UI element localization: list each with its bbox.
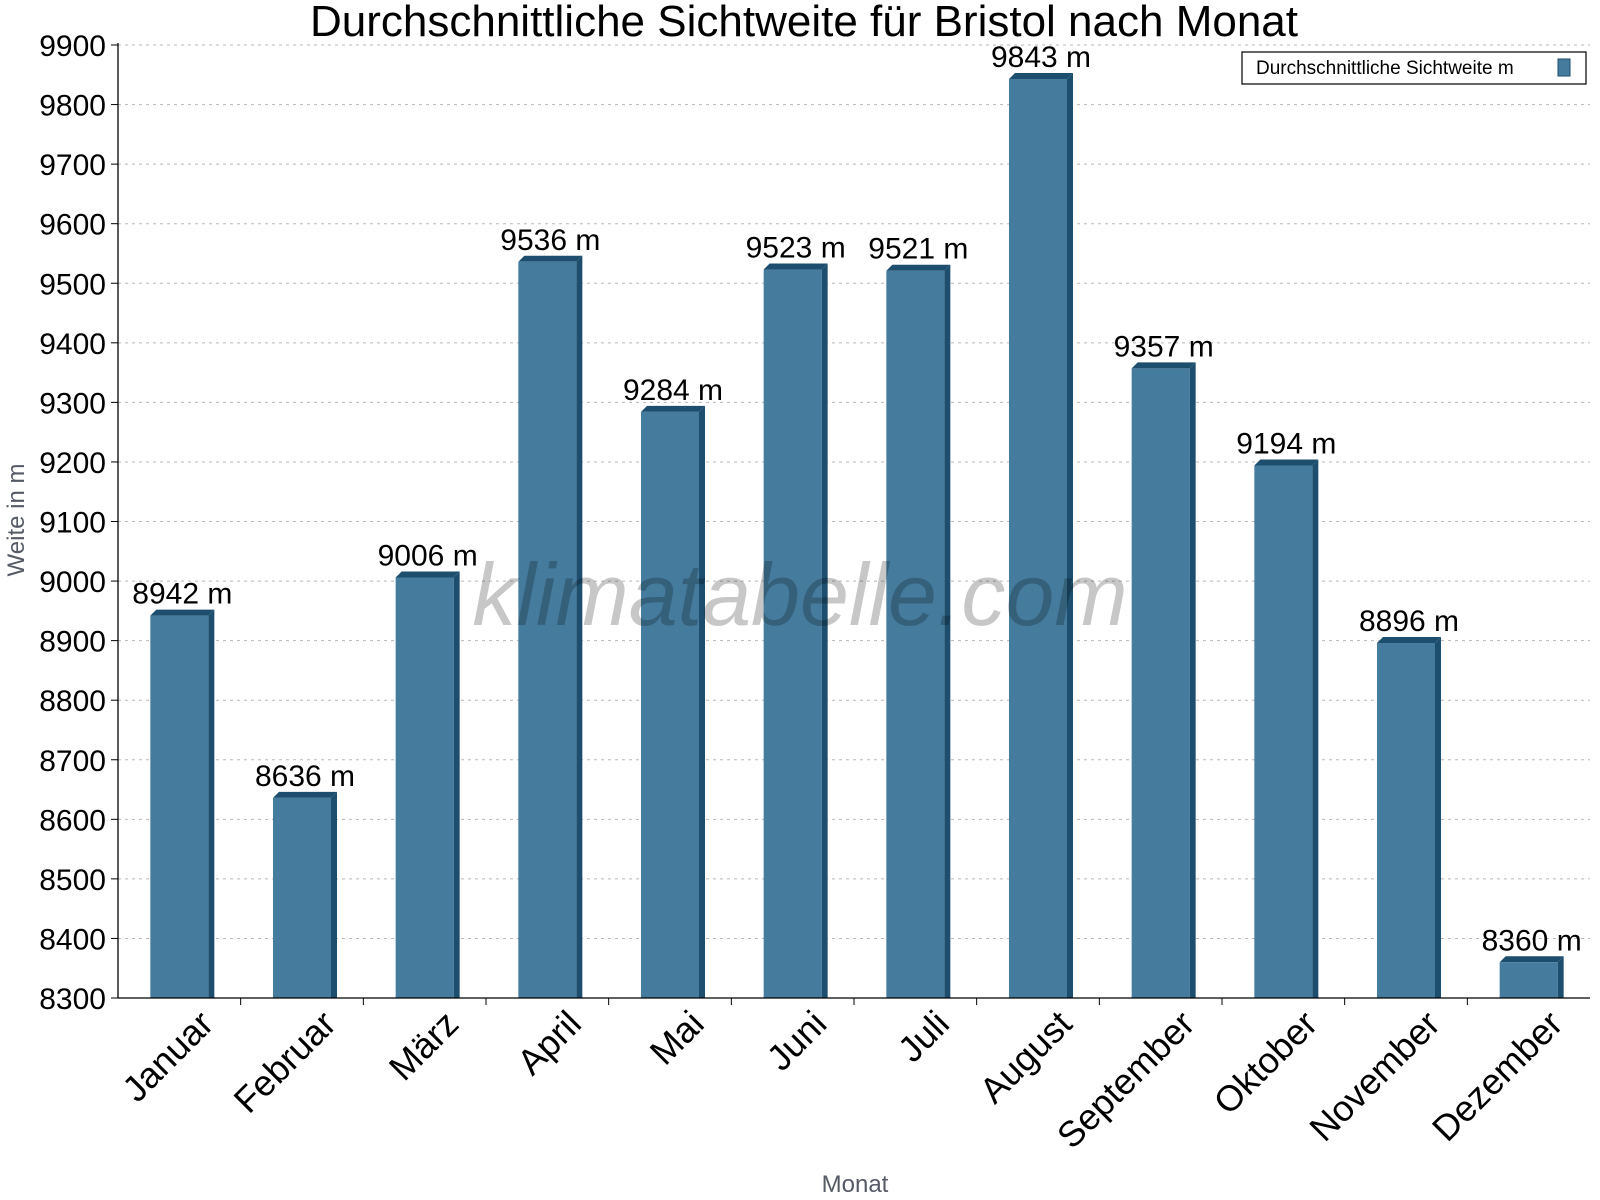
bar [395, 571, 460, 998]
bar-top [1377, 637, 1441, 644]
bar-side [1189, 362, 1196, 998]
bar-front [1377, 643, 1435, 998]
bar [1499, 956, 1564, 998]
y-tick-label: 9400 [39, 328, 106, 361]
data-label: 9536 m [500, 224, 600, 257]
bar-side [1312, 459, 1319, 999]
bar-front [886, 270, 945, 998]
data-label: 9523 m [746, 232, 846, 265]
bar [886, 264, 951, 998]
axes [111, 43, 1590, 1005]
data-label: 9521 m [868, 233, 968, 266]
bar-side [576, 255, 583, 998]
y-tick-label: 9500 [39, 268, 106, 301]
y-tick-label: 9700 [39, 149, 106, 182]
data-label: 8636 m [255, 760, 355, 793]
bar-front [395, 577, 454, 998]
bar-side [821, 263, 828, 998]
bar [1254, 459, 1319, 999]
x-axis-label: Monat [822, 1171, 889, 1198]
bar-front [1254, 465, 1313, 999]
bars [150, 72, 1564, 999]
data-label: 9843 m [991, 41, 1091, 74]
bar-front [763, 269, 822, 998]
bar-side [1435, 637, 1441, 998]
y-tick-label: 8900 [39, 626, 106, 659]
bar-side [944, 264, 951, 998]
y-tick-label: 8400 [39, 923, 106, 956]
y-tick-labels: 8300 8400 8500 8600 8700 8800 8900 9000 9100 9200… [39, 30, 106, 1016]
bar-side [1557, 956, 1564, 998]
bar-side [208, 609, 215, 998]
bar [1377, 637, 1441, 998]
bar [150, 609, 215, 998]
bar-front [273, 797, 331, 998]
data-label: 9357 m [1114, 330, 1214, 363]
bar [763, 263, 828, 998]
y-tick-label: 9800 [39, 90, 106, 123]
bar-top [763, 263, 828, 270]
bar-side [453, 571, 460, 998]
y-tick-label: 8600 [39, 804, 106, 837]
bar-side [1067, 72, 1073, 998]
bar-top [395, 571, 460, 578]
data-label: 8896 m [1359, 605, 1459, 638]
bar-top [1254, 459, 1319, 466]
bar [641, 405, 705, 998]
bar-front [641, 411, 699, 998]
y-tick-label: 8300 [39, 983, 106, 1016]
data-label: 8360 m [1482, 924, 1582, 957]
grid-lines [118, 44, 1590, 939]
chart-title: Durchschnittliche Sichtweite für Bristol… [310, 0, 1298, 46]
y-tick-label: 9900 [39, 30, 106, 63]
y-tick-label: 8500 [39, 864, 106, 897]
legend-box [1241, 51, 1587, 85]
legend-label: Durchschnittliche Sichtweite m [1256, 58, 1514, 79]
bar [1131, 362, 1196, 998]
y-tick-label: 9200 [39, 447, 106, 480]
y-tick-label: 9000 [39, 566, 106, 599]
bar-top [1009, 72, 1073, 79]
bar-top [886, 264, 951, 271]
data-label: 9194 m [1236, 428, 1336, 461]
data-label: 9006 m [378, 539, 478, 572]
y-tick-label: 9300 [39, 387, 106, 420]
y-tick-label: 9100 [39, 507, 106, 540]
legend: Durchschnittliche Sichtweite m [1241, 51, 1587, 85]
bar-top [1499, 956, 1564, 963]
data-label: 9284 m [623, 374, 723, 407]
bar-side [331, 791, 337, 998]
bar [273, 791, 337, 998]
bar-top [150, 609, 215, 616]
bar-front [1131, 368, 1190, 998]
watermark: klimatabelle.com [472, 545, 1127, 644]
bar [518, 255, 583, 998]
bar [1009, 72, 1073, 998]
y-tick-label: 8700 [39, 745, 106, 778]
bar-front [1499, 962, 1558, 998]
legend-swatch [1557, 58, 1571, 77]
data-label: 8942 m [132, 578, 232, 611]
bar-top [273, 791, 337, 798]
bar-top [518, 255, 583, 262]
bar-top [1131, 362, 1196, 369]
bar-front [518, 261, 577, 998]
y-tick-label: 9600 [39, 209, 106, 242]
data-labels: 8942 m 8636 m 9006 m 9536 m 9284 m 9523 m 9521… [132, 41, 1581, 957]
bar-front [150, 615, 209, 998]
y-tick-label: 8800 [39, 685, 106, 718]
y-axis-label: Weite in m [3, 464, 30, 577]
bar-top [641, 405, 705, 412]
bar-front [1009, 78, 1067, 998]
bar-side [699, 405, 705, 998]
